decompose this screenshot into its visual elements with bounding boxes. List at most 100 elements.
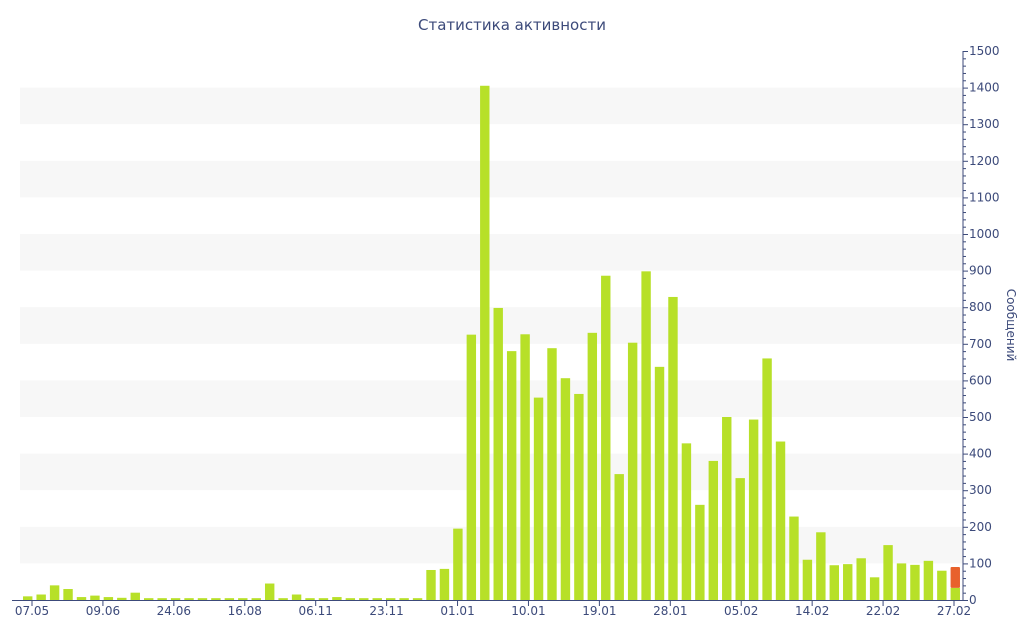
y-tick-label: 1200 <box>969 154 1000 168</box>
bar <box>722 417 732 600</box>
grid-band <box>20 307 963 344</box>
x-tick-label: 22.02 <box>866 604 900 618</box>
bar <box>144 598 154 600</box>
y-tick-label: 700 <box>969 337 992 351</box>
chart-title: Статистика активности <box>418 16 606 34</box>
x-tick-label: 23.11 <box>369 604 403 618</box>
grid-band <box>20 526 963 564</box>
bar <box>170 598 181 600</box>
bar <box>399 598 409 600</box>
bar <box>49 585 60 600</box>
bar <box>789 516 799 600</box>
bar <box>130 592 140 600</box>
y-tick-label: 900 <box>969 264 992 278</box>
y-tick-label: 1300 <box>969 117 1000 131</box>
bar <box>869 577 880 600</box>
bar <box>601 275 611 600</box>
bar <box>305 598 315 600</box>
bar <box>829 565 839 600</box>
y-axis-title: Сообщений <box>1004 289 1018 362</box>
bar-current <box>950 567 960 588</box>
bar <box>278 598 288 600</box>
y-tick-label: 400 <box>969 447 992 461</box>
bar <box>506 351 517 600</box>
bar <box>641 271 651 600</box>
bar <box>412 598 423 600</box>
bar <box>184 598 194 600</box>
x-tick-label: 01.01 <box>440 604 474 618</box>
x-tick-label: 14.02 <box>795 604 829 618</box>
bar <box>359 598 369 600</box>
bar <box>533 397 544 600</box>
grid-band <box>20 453 963 491</box>
y-tick-label: 800 <box>969 300 992 314</box>
bar <box>748 419 759 600</box>
bar <box>614 474 624 600</box>
grid-band <box>20 234 963 271</box>
bar <box>950 587 960 600</box>
bar <box>627 342 638 600</box>
bar <box>238 598 248 600</box>
bar <box>103 597 114 600</box>
bar <box>802 559 813 600</box>
bar <box>816 532 826 600</box>
bar <box>937 570 947 600</box>
bar <box>520 334 530 600</box>
x-axis: 07.05 09.06 24.06 16.08 06.11 23.11 01.01 10.01… <box>12 600 971 618</box>
x-tick-label: 05.02 <box>724 604 758 618</box>
y-axis: 0 100 200 300 400 500 600 700 800 900 1000 1100 1200… <box>962 44 1000 607</box>
bar <box>708 460 719 600</box>
bar <box>910 564 920 600</box>
bar <box>264 583 275 600</box>
bar <box>453 528 463 600</box>
bar <box>856 558 866 600</box>
grid-bands <box>20 87 963 564</box>
bar <box>439 568 450 600</box>
grid-band <box>20 380 963 417</box>
y-tick-label: 500 <box>969 410 992 424</box>
x-tick-label: 24.06 <box>157 604 191 618</box>
bar <box>426 569 436 600</box>
bar <box>493 307 503 600</box>
y-tick-label: 100 <box>969 556 992 570</box>
bar <box>291 594 302 600</box>
bar <box>36 594 46 600</box>
bar <box>345 598 356 600</box>
bar <box>883 545 893 600</box>
bar <box>843 564 853 600</box>
bar <box>695 504 705 600</box>
bar <box>466 334 477 600</box>
bar <box>574 393 584 600</box>
bar <box>76 597 87 600</box>
bar <box>90 595 100 600</box>
x-tick-label: 07.05 <box>15 604 49 618</box>
bar <box>681 443 692 600</box>
bar <box>385 598 396 600</box>
bar <box>587 332 598 600</box>
y-tick-label: 1500 <box>969 44 1000 58</box>
x-tick-label: 28.01 <box>653 604 687 618</box>
y-tick-label: 600 <box>969 373 992 387</box>
bar <box>251 598 261 600</box>
bar <box>332 597 342 600</box>
y-tick-label: 1100 <box>969 190 1000 204</box>
bar <box>896 563 907 600</box>
grid-band <box>20 87 963 125</box>
grid-band <box>20 160 963 198</box>
bar <box>654 366 665 600</box>
y-tick-label: 300 <box>969 483 992 497</box>
x-tick-label: 09.06 <box>86 604 120 618</box>
x-tick-label: 19.01 <box>582 604 616 618</box>
bar <box>668 296 678 600</box>
bars-group <box>23 85 960 600</box>
bar <box>117 597 127 600</box>
bar <box>372 598 382 600</box>
x-tick-label: 27.02 <box>937 604 971 618</box>
bar <box>224 598 235 600</box>
bar <box>63 589 73 600</box>
bar <box>211 598 221 600</box>
x-tick-label: 10.01 <box>511 604 545 618</box>
y-tick-label: 1400 <box>969 81 1000 95</box>
y-tick-label: 1000 <box>969 227 1000 241</box>
